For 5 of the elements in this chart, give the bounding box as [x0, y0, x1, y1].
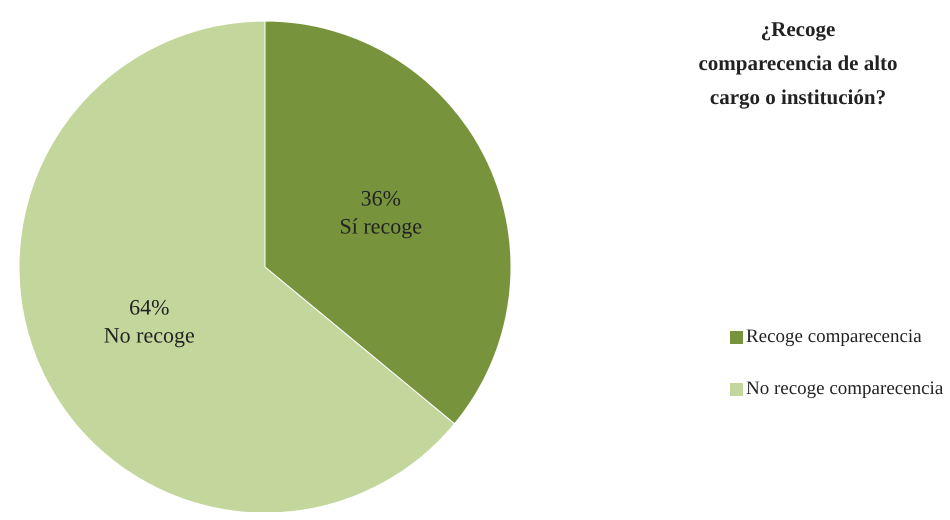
legend-label: No recoge comparecencia — [746, 378, 944, 400]
data-label: 64% No recoge — [104, 294, 195, 348]
data-label: 36% Sí recoge — [340, 186, 422, 239]
legend-label: Recoge comparecencia — [746, 326, 922, 348]
text: ¿Recoge comparecencia de alto cargo o institución? — [698, 16, 898, 111]
